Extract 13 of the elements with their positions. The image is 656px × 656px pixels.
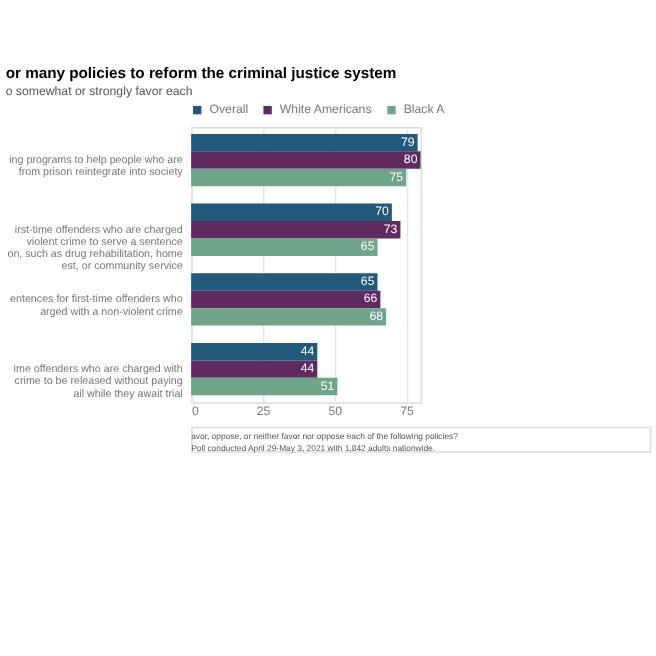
bar (191, 238, 378, 256)
chart-title: or many policies to reform the criminal justice system (5, 64, 397, 83)
bar (191, 377, 338, 396)
bar (191, 360, 318, 378)
bar (191, 133, 418, 152)
bar (191, 342, 318, 361)
bar (191, 151, 421, 169)
bar (191, 221, 401, 239)
bar (191, 203, 392, 222)
bar (191, 168, 407, 187)
bar (191, 273, 378, 291)
bar (191, 308, 387, 326)
bar (191, 290, 381, 309)
